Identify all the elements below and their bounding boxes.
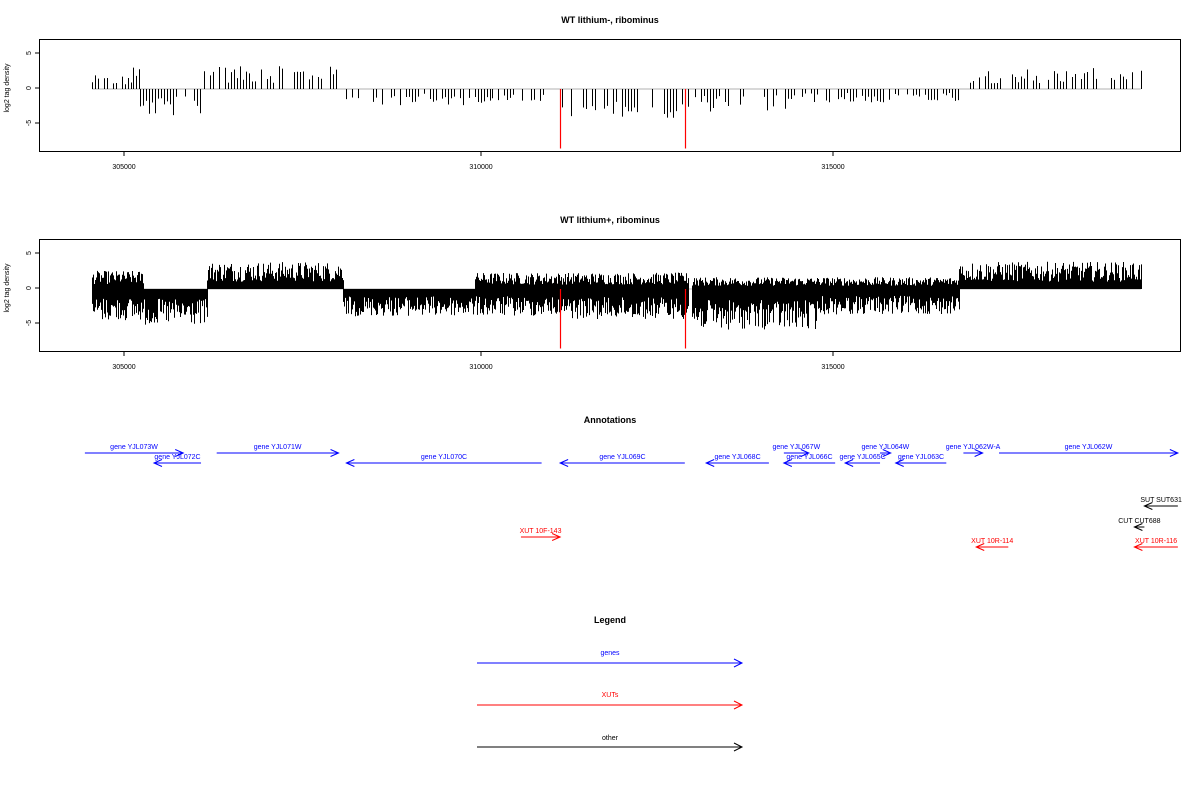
feature-arrowhead: [558, 459, 569, 467]
feature-label: XUT 10F-143: [520, 528, 562, 535]
annotations-title: Annotations: [584, 415, 637, 425]
panel-2-axes: 5 0 -5 305000 310000 315000: [26, 251, 845, 371]
annotation-feature: gene YJL066C: [782, 454, 836, 467]
annotation-feature: CUT CUT688: [1118, 518, 1161, 531]
panel-1-bars: [92, 66, 1142, 149]
feature-label: SUT SUT631: [1140, 497, 1182, 504]
feature-arrowhead: [704, 459, 715, 467]
feature-arrowhead: [800, 449, 811, 457]
panel-lithium-minus: WT lithium-, ribominus log2 tag density …: [4, 15, 1181, 171]
legend-title: Legend: [594, 615, 626, 625]
panel-2-ytick-label-5: 5: [26, 251, 33, 255]
panel-1-xtick-label-305000: 305000: [112, 164, 135, 171]
feature-label: gene YJL068C: [714, 454, 760, 461]
feature-arrowhead: [782, 459, 793, 467]
feature-arrowhead: [175, 449, 185, 457]
feature-label: gene YJL067W: [772, 444, 820, 451]
feature-arrowhead: [152, 459, 163, 467]
panel-lithium-plus: WT lithium+, ribominus log2 tag density …: [4, 215, 1181, 371]
annotation-feature: gene YJL073W: [84, 444, 185, 457]
legend-arrowhead-xuts: [733, 700, 744, 710]
panel-1-title: WT lithium-, ribominus: [561, 15, 659, 25]
feature-label: gene YJL071W: [254, 444, 302, 451]
annotation-features: gene YJL073W gene YJL072C gene YJL071W gene…: [84, 444, 1182, 551]
feature-arrowhead: [1133, 523, 1143, 531]
panel-1-ytick-label-0: 0: [26, 86, 33, 90]
panel-1-ytick-label-5: 5: [26, 51, 33, 55]
feature-arrowhead: [1143, 502, 1153, 510]
annotation-feature: XUT 10F-143: [520, 528, 562, 541]
panel-1-ylabel: log2 tag density: [4, 63, 11, 113]
feature-label: gene YJL062W-A: [946, 444, 1001, 451]
feature-arrowhead: [1169, 449, 1180, 457]
annotation-feature: gene YJL062W: [999, 444, 1180, 457]
legend-entry-xuts: XUTs: [477, 692, 744, 710]
legend-label-genes: genes: [600, 650, 620, 657]
feature-label: gene YJL072C: [154, 454, 200, 461]
panel-1-plot-box: [39, 39, 1181, 152]
panel-2-ytick-label-neg5: -5: [26, 320, 33, 326]
panel-2-xtick-label-315000: 315000: [821, 364, 844, 371]
legend-label-xuts: XUTs: [602, 692, 619, 699]
annotation-feature: gene YJL064W: [862, 444, 910, 457]
feature-arrowhead: [345, 459, 355, 467]
feature-label: gene YJL065C: [839, 454, 885, 461]
annotation-feature: gene YJL069C: [558, 454, 685, 467]
legend-label-other: other: [602, 735, 619, 742]
feature-arrowhead: [551, 533, 562, 541]
panel-2-ylabel: log2 tag density: [4, 263, 11, 313]
legend-panel: Legend genes XUTs other: [477, 615, 744, 752]
feature-arrowhead: [882, 449, 892, 457]
legend-arrowhead-genes: [733, 658, 744, 668]
feature-arrowhead: [330, 449, 340, 457]
feature-label: gene YJL064W: [862, 444, 910, 451]
panel-2-xtick-label-310000: 310000: [469, 364, 492, 371]
feature-label: gene YJL073W: [110, 444, 158, 451]
feature-arrowhead: [974, 449, 984, 457]
feature-label: gene YJL066C: [786, 454, 832, 461]
feature-arrowhead: [894, 459, 904, 467]
feature-label: gene YJL063C: [898, 454, 944, 461]
feature-label: XUT 10R-114: [971, 538, 1013, 545]
annotation-feature: XUT 10R-114: [971, 538, 1013, 551]
panel-2-bars: [92, 261, 1142, 349]
feature-arrowhead: [1133, 543, 1143, 551]
panel-1-xtick-label-310000: 310000: [469, 164, 492, 171]
panel-1-ytick-label-neg5: -5: [26, 120, 33, 126]
annotation-feature: gene YJL068C: [704, 454, 769, 467]
panel-1-xtick-label-315000: 315000: [821, 164, 844, 171]
annotation-feature: SUT SUT631: [1140, 497, 1182, 510]
legend-entry-genes: genes: [477, 650, 744, 668]
feature-label: XUT 10R-116: [1135, 538, 1177, 545]
feature-label: gene YJL062W: [1065, 444, 1113, 451]
legend-entry-other: other: [477, 735, 744, 752]
annotation-feature: gene YJL071W: [216, 444, 340, 457]
feature-arrowhead: [974, 543, 985, 551]
annotation-feature: gene YJL072C: [152, 454, 202, 467]
panel-2-title: WT lithium+, ribominus: [560, 215, 660, 225]
panel-1-axes: 5 0 -5 305000 310000 315000: [26, 51, 845, 171]
annotation-feature: XUT 10R-116: [1133, 538, 1178, 551]
feature-label: CUT CUT688: [1118, 518, 1160, 525]
panel-2-xtick-label-305000: 305000: [112, 364, 135, 371]
legend-arrowhead-other: [733, 742, 744, 752]
annotation-feature: gene YJL063C: [894, 454, 947, 467]
annotation-feature: gene YJL067W: [772, 444, 821, 457]
panel-2-ytick-label-0: 0: [26, 286, 33, 290]
feature-arrowhead: [843, 459, 854, 467]
panel-2-plot-box: [39, 239, 1181, 352]
annotation-feature: gene YJL070C: [345, 454, 542, 467]
feature-label: gene YJL069C: [599, 454, 645, 461]
annotation-feature: gene YJL062W-A: [946, 444, 1001, 457]
feature-label: gene YJL070C: [421, 454, 467, 461]
annotation-feature: gene YJL065C: [839, 454, 886, 467]
